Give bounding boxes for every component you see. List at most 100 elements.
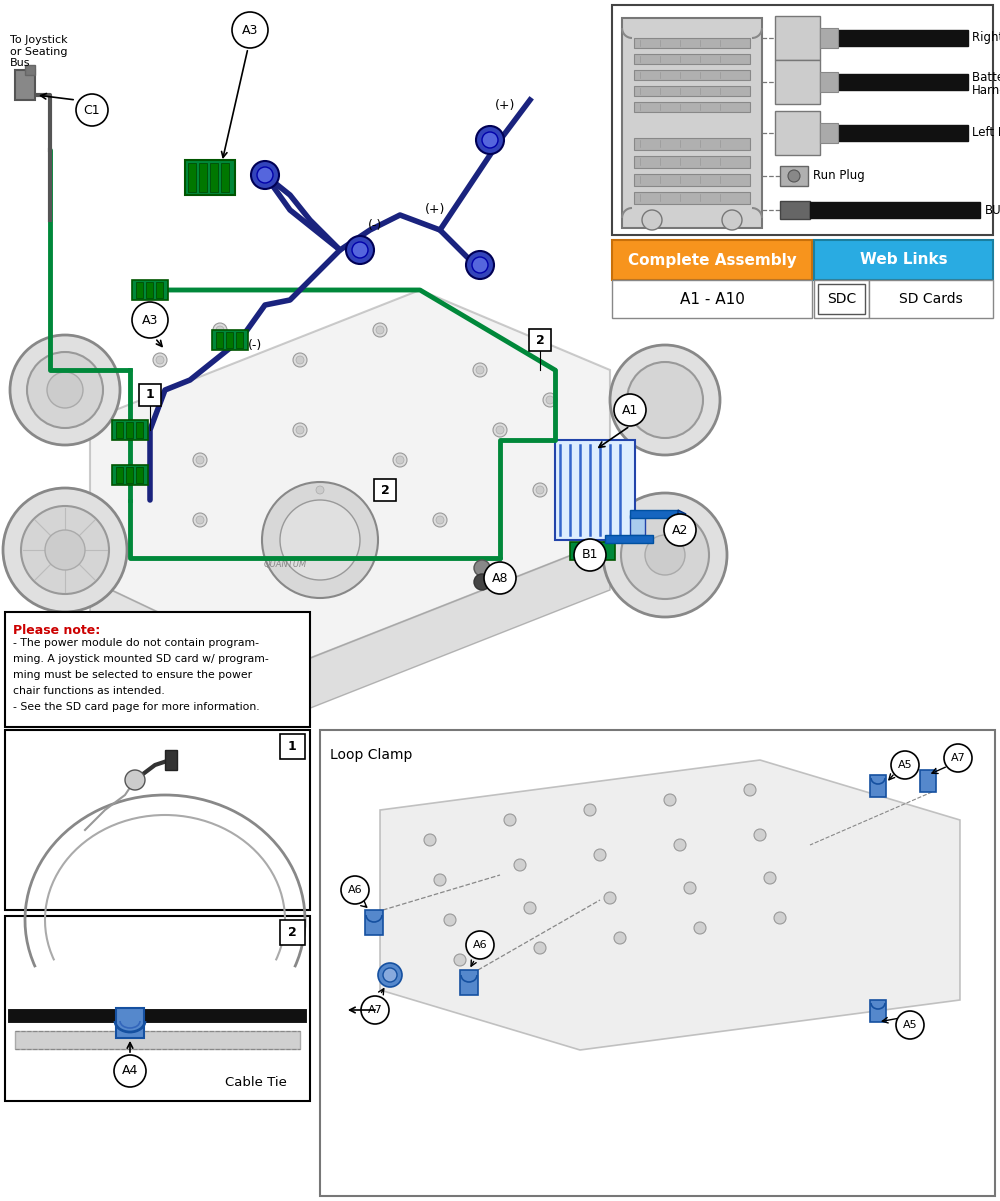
Circle shape: [296, 355, 304, 364]
Bar: [605, 534, 653, 543]
Circle shape: [896, 1011, 924, 1039]
Text: A8: A8: [492, 572, 508, 585]
Circle shape: [744, 784, 756, 796]
Polygon shape: [90, 289, 610, 670]
Circle shape: [604, 892, 616, 904]
Text: chair functions as intended.: chair functions as intended.: [13, 686, 165, 697]
Text: C1: C1: [84, 103, 100, 116]
Bar: [612, 5, 993, 235]
Circle shape: [361, 996, 389, 1024]
Bar: [280, 734, 304, 759]
Text: BUS: BUS: [985, 203, 1000, 216]
Bar: [612, 280, 812, 318]
Circle shape: [944, 743, 972, 772]
Bar: [529, 329, 551, 351]
Bar: [136, 282, 143, 298]
Text: 2: 2: [536, 334, 544, 347]
Circle shape: [474, 560, 490, 576]
Bar: [775, 110, 820, 155]
Text: Left Motor: Left Motor: [972, 126, 1000, 139]
Text: Cable Tie: Cable Tie: [225, 1076, 287, 1089]
Circle shape: [316, 486, 324, 494]
Circle shape: [436, 516, 444, 524]
Bar: [210, 163, 218, 192]
Bar: [112, 465, 148, 485]
Bar: [570, 542, 615, 560]
Circle shape: [674, 839, 686, 852]
Bar: [320, 730, 995, 1196]
Circle shape: [891, 751, 919, 779]
Bar: [146, 282, 153, 298]
Polygon shape: [380, 760, 960, 1050]
Circle shape: [546, 396, 554, 404]
Circle shape: [193, 453, 207, 467]
Circle shape: [433, 513, 447, 527]
Bar: [126, 467, 133, 483]
Bar: [156, 282, 163, 298]
Bar: [838, 74, 968, 90]
Text: Harness: Harness: [972, 84, 1000, 96]
Circle shape: [466, 251, 494, 279]
Bar: [139, 384, 161, 406]
Circle shape: [543, 393, 557, 407]
Circle shape: [684, 882, 696, 894]
Bar: [634, 70, 750, 80]
Text: 1: 1: [146, 388, 154, 401]
Text: Loop Clamp: Loop Clamp: [330, 748, 412, 761]
Text: A3: A3: [142, 313, 158, 327]
Circle shape: [614, 394, 646, 426]
Text: A1: A1: [622, 404, 638, 417]
Polygon shape: [280, 540, 610, 721]
Circle shape: [10, 335, 120, 446]
Bar: [634, 54, 750, 64]
Text: SDC: SDC: [827, 292, 856, 306]
Bar: [634, 192, 750, 204]
Bar: [212, 330, 248, 349]
Text: Please note:: Please note:: [13, 625, 100, 637]
Text: (+): (+): [425, 203, 445, 216]
Text: A5: A5: [898, 760, 912, 770]
Circle shape: [514, 859, 526, 871]
Text: To Joystick
or Seating
Bus: To Joystick or Seating Bus: [10, 35, 68, 68]
Circle shape: [694, 922, 706, 934]
Circle shape: [584, 803, 596, 815]
Circle shape: [45, 530, 85, 570]
Circle shape: [383, 968, 397, 982]
Circle shape: [774, 912, 786, 924]
Circle shape: [493, 423, 507, 437]
Polygon shape: [678, 510, 686, 518]
Text: (+): (+): [495, 98, 515, 112]
Bar: [820, 28, 838, 48]
Text: A1 - A10: A1 - A10: [680, 292, 744, 306]
Bar: [126, 422, 133, 438]
Text: 1: 1: [288, 740, 296, 753]
Circle shape: [434, 874, 446, 886]
Bar: [5, 613, 310, 727]
Circle shape: [352, 241, 368, 258]
Bar: [634, 138, 750, 150]
Circle shape: [156, 355, 164, 364]
Bar: [5, 730, 310, 910]
Circle shape: [536, 486, 544, 494]
Text: A6: A6: [348, 885, 362, 895]
Circle shape: [627, 362, 703, 438]
Bar: [136, 422, 143, 438]
Circle shape: [722, 210, 742, 231]
Bar: [25, 65, 35, 74]
Circle shape: [262, 482, 378, 598]
Bar: [869, 280, 993, 318]
Circle shape: [232, 12, 268, 48]
Bar: [630, 515, 645, 534]
Bar: [15, 70, 35, 100]
Bar: [612, 240, 812, 280]
Text: - See the SD card page for more information.: - See the SD card page for more informat…: [13, 703, 260, 712]
Bar: [185, 160, 235, 195]
Bar: [634, 102, 750, 112]
Bar: [365, 910, 383, 936]
Circle shape: [378, 963, 402, 987]
Bar: [622, 18, 762, 228]
Text: (-): (-): [368, 219, 382, 232]
Circle shape: [594, 849, 606, 861]
Bar: [634, 174, 750, 186]
Circle shape: [21, 506, 109, 594]
